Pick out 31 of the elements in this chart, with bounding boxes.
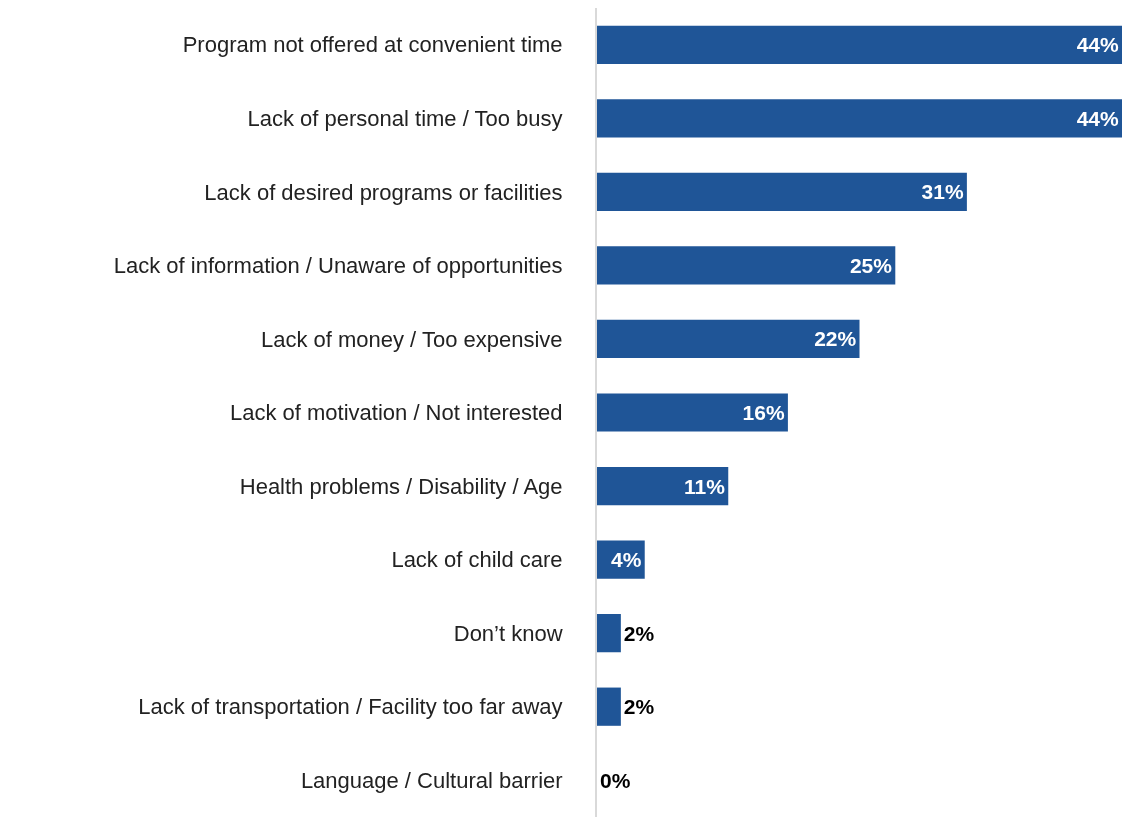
data-label: 44%: [1076, 33, 1119, 57]
y-tick-label: Lack of child care: [391, 547, 563, 573]
y-tick-label: Lack of transportation / Facility too far away: [138, 694, 563, 720]
data-label: 22%: [814, 327, 857, 351]
data-label: 11%: [684, 474, 726, 498]
y-tick-label: Don’t know: [453, 620, 563, 646]
bar: [597, 466, 729, 506]
bar: [597, 172, 967, 211]
data-label: 0%: [600, 768, 631, 792]
y-tick-label: Lack of personal time / Too busy: [247, 106, 563, 132]
bar: [597, 614, 621, 653]
data-label: 4%: [611, 548, 642, 572]
y-tick-label: Lack of desired programs or facilities: [204, 179, 563, 205]
data-label: 31%: [921, 180, 964, 204]
bar: [597, 99, 1122, 138]
bar: [597, 393, 788, 432]
y-tick-label: Lack of money / Too expensive: [260, 326, 563, 352]
y-tick-label: Health problems / Disability / Age: [239, 473, 563, 499]
bar: [597, 319, 860, 359]
bar: [597, 25, 1122, 64]
data-label: 2%: [623, 621, 655, 645]
data-label: 25%: [849, 253, 893, 277]
data-label: 16%: [742, 401, 785, 424]
y-tick-label: Language / Cultural barrier: [300, 767, 563, 793]
bar: [597, 687, 621, 726]
bar: [597, 246, 896, 285]
y-tick-label: Program not offered at convenient time: [182, 32, 563, 58]
y-tick-label: Lack of motivation / Not interested: [229, 400, 563, 426]
y-tick-label: Lack of information / Unaware of opportunities: [113, 253, 563, 279]
data-label: 2%: [623, 695, 655, 719]
data-label: 44%: [1076, 106, 1119, 130]
